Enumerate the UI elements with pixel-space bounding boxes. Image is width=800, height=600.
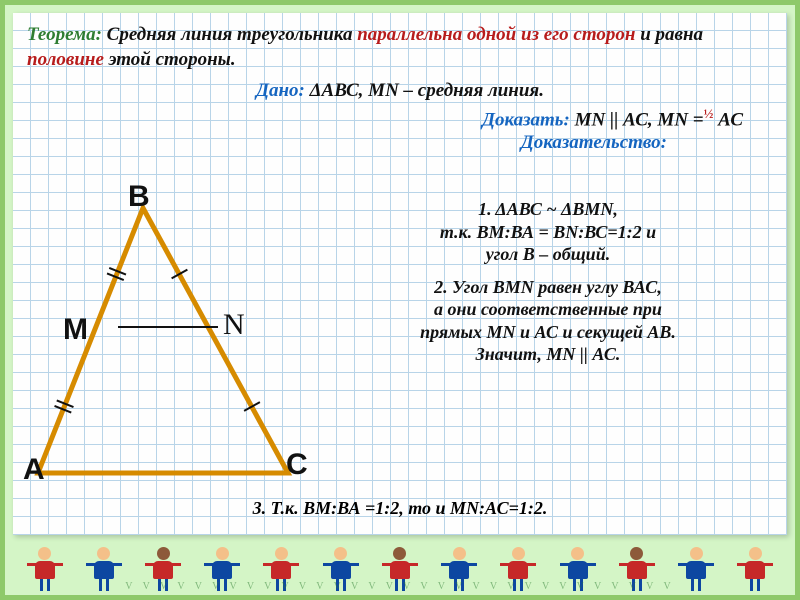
proof-heading: Доказательство: bbox=[13, 132, 667, 154]
given-line: Дано: ΔАВС, МN – средняя линия. bbox=[13, 78, 787, 104]
triangle-diagram: А В С М N bbox=[28, 198, 348, 478]
proof-step-3: 3. Т.к. ВМ:ВА =1:2, то и МN:АС=1:2. bbox=[13, 498, 787, 519]
vertex-m: М bbox=[63, 313, 88, 347]
theorem-statement: Теорема: Средняя линия треугольника пара… bbox=[13, 13, 787, 78]
proof-step-2: 2. Угол ВМN равен углу ВАС, а они соотве… bbox=[323, 276, 773, 366]
grass-deco: V V V V V V V V V V V V V V V V V V V V … bbox=[5, 581, 795, 592]
vertex-b: В bbox=[128, 180, 150, 214]
vertex-a: А bbox=[23, 453, 45, 487]
prove-line: Доказать: МN || АС, МN =½ АС bbox=[13, 104, 757, 131]
decorative-footer: V V V V V V V V V V V V V V V V V V V V … bbox=[5, 525, 795, 595]
slide-content: Теорема: Средняя линия треугольника пара… bbox=[13, 13, 787, 535]
vertex-n: N bbox=[223, 308, 245, 342]
proof-body: 1. ΔАВС ~ ΔВМN, т.к. ВМ:ВА = ВN:ВС=1:2 и… bbox=[323, 198, 773, 372]
proof-step-1: 1. ΔАВС ~ ΔВМN, т.к. ВМ:ВА = ВN:ВС=1:2 и… bbox=[323, 198, 773, 266]
theorem-label: Теорема: bbox=[27, 24, 102, 45]
vertex-c: С bbox=[286, 448, 308, 482]
mn-segment bbox=[118, 326, 218, 328]
